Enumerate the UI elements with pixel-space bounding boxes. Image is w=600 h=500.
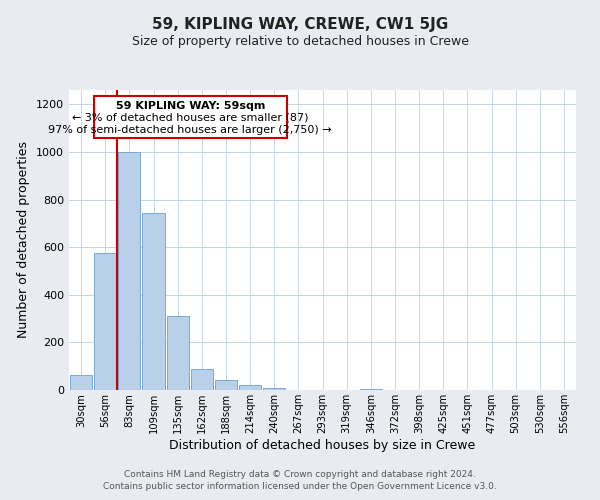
Bar bbox=[118, 152, 140, 390]
Text: 59, KIPLING WAY, CREWE, CW1 5JG: 59, KIPLING WAY, CREWE, CW1 5JG bbox=[152, 18, 448, 32]
Bar bbox=[239, 385, 261, 390]
Text: Contains public sector information licensed under the Open Government Licence v3: Contains public sector information licen… bbox=[103, 482, 497, 491]
Bar bbox=[167, 316, 189, 390]
Bar bbox=[94, 253, 116, 390]
Bar bbox=[191, 368, 213, 390]
Bar bbox=[142, 212, 164, 390]
Bar bbox=[263, 388, 286, 390]
Text: Contains HM Land Registry data © Crown copyright and database right 2024.: Contains HM Land Registry data © Crown c… bbox=[124, 470, 476, 479]
Bar bbox=[359, 389, 382, 390]
Text: ← 3% of detached houses are smaller (87): ← 3% of detached houses are smaller (87) bbox=[72, 113, 308, 123]
Text: 59 KIPLING WAY: 59sqm: 59 KIPLING WAY: 59sqm bbox=[116, 101, 265, 111]
Bar bbox=[215, 380, 237, 390]
Y-axis label: Number of detached properties: Number of detached properties bbox=[17, 142, 31, 338]
FancyBboxPatch shape bbox=[94, 96, 287, 138]
Text: 97% of semi-detached houses are larger (2,750) →: 97% of semi-detached houses are larger (… bbox=[49, 124, 332, 134]
X-axis label: Distribution of detached houses by size in Crewe: Distribution of detached houses by size … bbox=[169, 438, 476, 452]
Bar bbox=[70, 374, 92, 390]
Text: Size of property relative to detached houses in Crewe: Size of property relative to detached ho… bbox=[131, 35, 469, 48]
